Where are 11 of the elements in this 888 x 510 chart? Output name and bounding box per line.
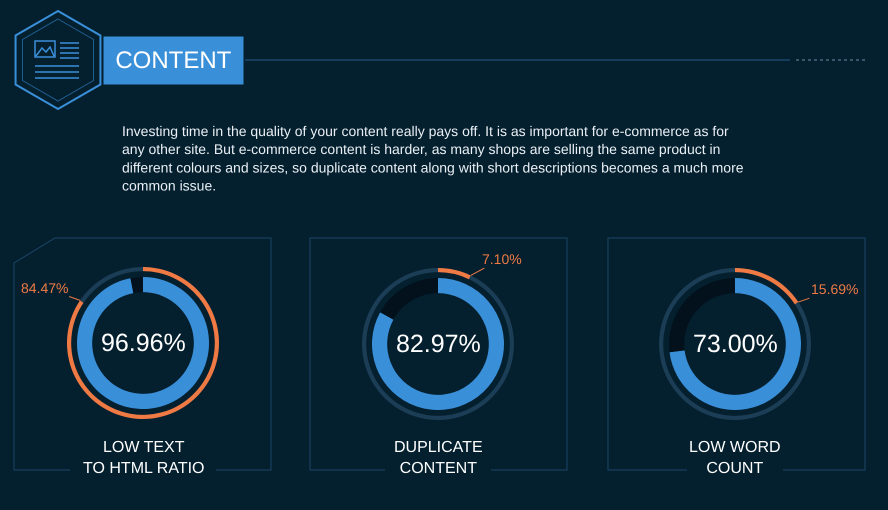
data-label: 15.69% bbox=[811, 281, 858, 297]
text: Investing time in the quality of your content really pays off. It is as important for e-commerce as for any other site. But e-commerce content is harder, as many shops are selling the same product in different colours and sizes, so duplicate content along with short descriptions becomes a much more common issue. bbox=[122, 123, 744, 194]
text: LOW WORD COUNT bbox=[689, 439, 781, 477]
data-label: 96.96% bbox=[101, 329, 186, 357]
data-label: 82.97% bbox=[396, 330, 481, 358]
data-label: 73.00% bbox=[693, 330, 778, 358]
text: DUPLICATE CONTENT bbox=[394, 439, 483, 477]
text: CONTENT bbox=[115, 47, 232, 74]
data-label: 84.47% bbox=[21, 280, 68, 296]
text: LOW TEXT TO HTML RATIO bbox=[83, 439, 204, 477]
data-label: 7.10% bbox=[482, 251, 522, 267]
